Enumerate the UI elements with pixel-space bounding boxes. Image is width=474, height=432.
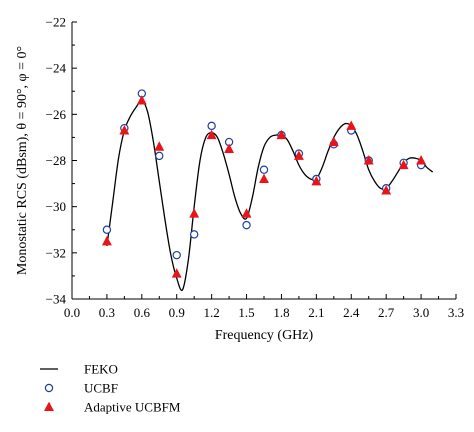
y-tick-label: −28: [46, 153, 66, 168]
adaptive-ucbfm-point: [206, 129, 217, 140]
legend: FEKO UCBF Adaptive UCBFM: [40, 362, 181, 415]
adaptive-ucbfm-point: [136, 95, 147, 105]
adaptive-ucbfm-point: [276, 129, 287, 140]
adaptive-ucbfm-point: [416, 155, 427, 165]
adaptive-ucbfm-point: [346, 120, 357, 130]
feko-series-line: [106, 99, 434, 292]
ucbf-point: [259, 165, 269, 174]
legend-adaptive-ucbfm-label: Adaptive UCBFM: [84, 400, 181, 415]
ucbf-point: [207, 121, 216, 131]
series-layer: [101, 89, 434, 292]
adaptive-ucbfm-point: [381, 185, 392, 195]
ucbf-point: [172, 250, 181, 260]
x-tick-label: 0.6: [134, 305, 151, 320]
adaptive-ucbfm-point: [363, 155, 374, 165]
ucbf-point: [189, 230, 199, 239]
y-tick-label: −30: [46, 199, 66, 214]
ucbf-point: [242, 220, 251, 230]
y-axis-title: Monostatic RCS (dBsm), θ = 90°, φ = 0°: [15, 46, 30, 275]
x-tick-label: 0.0: [64, 305, 80, 320]
x-tick-label: 2.7: [378, 305, 395, 320]
y-tick-label: −32: [46, 245, 66, 260]
x-tick-label: 3.0: [413, 305, 429, 320]
adaptive-ucbfm-point: [119, 125, 130, 135]
ucbf-point: [155, 151, 164, 161]
adaptive-ucbfm-point: [154, 141, 165, 151]
adaptive-ucbfm-point: [328, 136, 339, 147]
legend-ucbf-swatch: [44, 383, 54, 393]
x-tick-label: 1.5: [238, 305, 254, 320]
y-tick-label: −22: [46, 15, 66, 30]
x-tick-label: 1.8: [273, 305, 289, 320]
adaptive-ucbfm-point: [241, 208, 252, 218]
axes: 0.0 0.3 0.6 0.9 1.2 1.5 1.8 2.1 2.4 2.7 3.0 3.3 −34 −…: [46, 15, 464, 321]
adaptive-ucbfm-point: [398, 159, 409, 170]
x-tick-label: 2.4: [343, 305, 360, 320]
x-tick-label: 2.1: [308, 305, 324, 320]
y-tick-label: −26: [46, 107, 67, 122]
y-tick-label: −34: [46, 292, 67, 307]
adaptive-ucbfm-point: [189, 208, 200, 218]
adaptive-ucbfm-point: [293, 150, 304, 160]
x-tick-label: 3.3: [448, 305, 464, 320]
x-tick-label: 0.9: [169, 305, 185, 320]
adaptive-ucbfm-point: [311, 175, 322, 186]
ucbf-point: [102, 225, 112, 234]
x-tick-label: 1.2: [204, 305, 220, 320]
adaptive-ucbfm-point: [171, 268, 182, 278]
legend-adaptive-ucbfm-swatch: [44, 401, 54, 412]
adaptive-ucbfm-point: [224, 143, 235, 154]
adaptive-ucbfm-point: [259, 173, 269, 184]
x-axis-title: Frequency (GHz): [215, 328, 314, 343]
x-tick-label: 0.3: [99, 305, 115, 320]
legend-feko-label: FEKO: [84, 362, 118, 377]
legend-ucbf-label: UCBF: [84, 381, 118, 396]
y-tick-label: −24: [46, 61, 67, 76]
adaptive-ucbfm-point: [101, 235, 112, 246]
